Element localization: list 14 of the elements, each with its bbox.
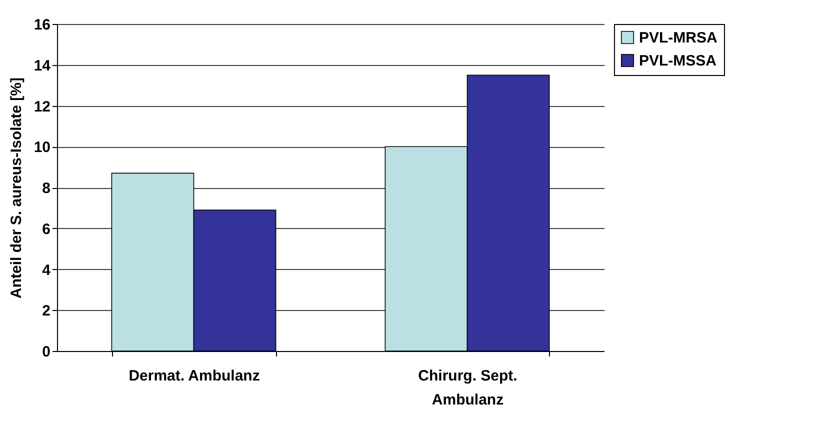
x-tick-label: Dermat. Ambulanz xyxy=(128,368,260,384)
x-tick-label: Chirurg. Sept. Ambulanz xyxy=(418,368,518,408)
legend-label: PVL-MSSA xyxy=(639,52,717,70)
y-tick-label: 4 xyxy=(42,262,52,279)
y-tick-label: 2 xyxy=(42,302,50,320)
y-axis-title: Anteil der S. aureus-Isolate [%] xyxy=(8,78,25,298)
y-tick-label: 10 xyxy=(34,139,50,156)
y-tick-label: 0 xyxy=(42,344,50,360)
y-tick-label: 6 xyxy=(42,220,50,238)
y-tick-label: 16 xyxy=(34,16,50,34)
y-tick-label: 14 xyxy=(34,57,52,74)
y-tick-label: 12 xyxy=(34,98,50,116)
legend-label: PVL-MRSA xyxy=(639,30,718,46)
y-tick-label: 8 xyxy=(42,180,50,197)
